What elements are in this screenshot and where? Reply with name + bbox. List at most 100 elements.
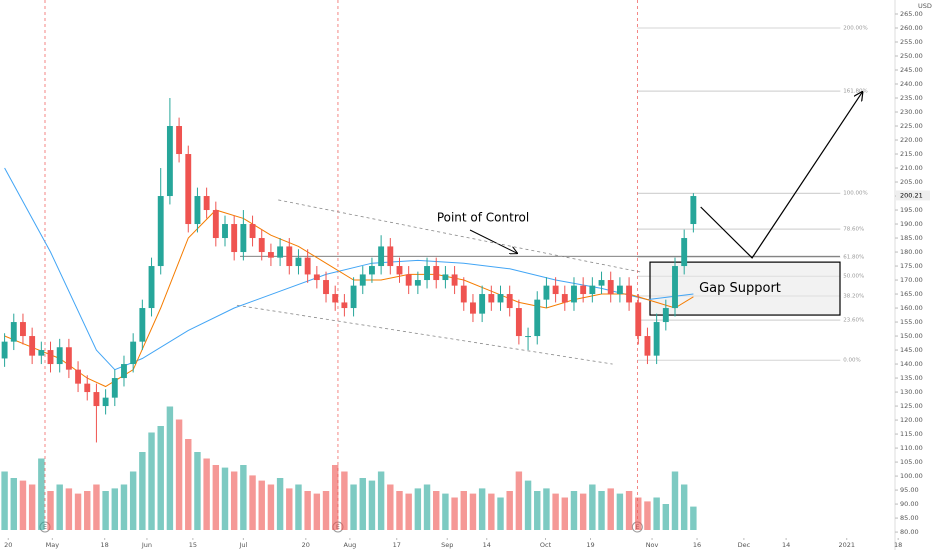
y-tick-label: 220.00 xyxy=(900,136,923,144)
candle-body xyxy=(561,294,568,303)
volume-bar xyxy=(534,491,541,530)
x-tick-label: 14 xyxy=(782,541,790,549)
y-tick-label: 130.00 xyxy=(900,388,923,396)
volume-bar xyxy=(10,478,17,530)
y-tick-label: 95.00 xyxy=(900,486,919,494)
volume-bar xyxy=(635,497,642,530)
candle-body xyxy=(29,336,36,356)
volume-bar xyxy=(690,506,697,530)
y-tick-label: 165.00 xyxy=(900,290,923,298)
volume-bar xyxy=(368,480,376,530)
candle-body xyxy=(148,266,155,309)
x-tick-label: 18 xyxy=(101,541,109,549)
x-tick-label: 20 xyxy=(4,541,12,549)
y-tick-label: 105.00 xyxy=(900,458,923,466)
fib-label: 50.00% xyxy=(843,274,864,280)
y-tick-label: 250.00 xyxy=(900,52,923,60)
volume-bar xyxy=(304,491,311,530)
candle-body xyxy=(488,294,495,303)
volume-bar xyxy=(1,471,8,530)
candle-body xyxy=(313,274,320,281)
candle-body xyxy=(121,364,127,379)
volume-bar xyxy=(313,493,321,530)
volume-bar xyxy=(166,406,174,530)
y-tick-label: 85.00 xyxy=(900,514,919,522)
y-tick-label: 245.00 xyxy=(900,66,923,74)
candle-body xyxy=(93,392,100,407)
candle-body xyxy=(387,246,394,267)
x-tick-label: Jul xyxy=(238,541,247,549)
candle-body xyxy=(424,266,430,281)
volume-bar xyxy=(451,497,458,530)
candle-body xyxy=(75,369,81,384)
y-tick-label: 170.00 xyxy=(900,276,923,284)
candle-body xyxy=(38,350,45,356)
candle-body xyxy=(341,302,348,309)
volume-bar xyxy=(65,488,73,530)
volume-bar xyxy=(598,491,605,530)
y-tick-label: 160.00 xyxy=(900,304,923,312)
volume-bar xyxy=(93,484,100,530)
candle-body xyxy=(534,299,541,337)
candle-body xyxy=(442,274,449,281)
x-tick-label: 17 xyxy=(393,541,401,549)
volume-bar xyxy=(212,465,220,530)
volume-bar xyxy=(111,488,119,530)
y-tick-label: 80.00 xyxy=(900,528,919,536)
x-tick-label: Nov xyxy=(646,541,659,549)
volume-bar xyxy=(295,484,302,530)
candle-body xyxy=(672,266,678,309)
y-tick-label: 155.00 xyxy=(900,318,923,326)
currency: USD xyxy=(918,2,932,10)
y-tick-label: 100.00 xyxy=(900,472,923,480)
volume-bar xyxy=(286,488,293,530)
y-tick-label: 145.00 xyxy=(900,346,923,354)
candle-body xyxy=(497,294,504,303)
volume-bar xyxy=(488,493,495,530)
y-tick-label: 225.00 xyxy=(900,122,923,130)
candle-body xyxy=(240,224,247,253)
y-tick-label: 210.00 xyxy=(900,164,923,172)
candle-body xyxy=(111,378,118,398)
candle-body xyxy=(479,294,486,314)
candle-body xyxy=(295,257,302,267)
volume-bar xyxy=(28,484,36,530)
volume-bar xyxy=(102,491,109,530)
candle-body xyxy=(212,210,219,239)
candle-body xyxy=(635,302,642,337)
volume-bar xyxy=(377,471,385,530)
volume-bar xyxy=(506,491,513,530)
volume-bar xyxy=(322,491,330,530)
y-tick-label: 150.00 xyxy=(900,332,923,340)
candle-body xyxy=(359,274,366,286)
volume-bar xyxy=(148,432,155,530)
candle-body xyxy=(258,238,265,253)
y-tick-label: 240.00 xyxy=(900,80,923,88)
candle-body xyxy=(396,266,403,275)
x-tick-label: Jun xyxy=(141,541,152,549)
volume-bar xyxy=(478,488,486,530)
volume-bar xyxy=(616,493,624,530)
candle-body xyxy=(10,322,17,342)
candle-body xyxy=(378,246,385,267)
candle-body xyxy=(102,397,109,407)
candle-body xyxy=(84,383,91,393)
fib-label: 161.80% xyxy=(843,89,867,95)
fib-label: 0.00% xyxy=(843,358,860,364)
volume-bar xyxy=(396,491,403,530)
candle-body xyxy=(644,336,651,356)
y-tick-label: 90.00 xyxy=(900,500,919,508)
y-tick-label: 235.00 xyxy=(900,94,923,102)
candle-body xyxy=(626,285,633,303)
candle-body xyxy=(1,341,8,359)
volume-bar xyxy=(515,471,523,530)
y-tick-label: 185.00 xyxy=(900,234,923,242)
x-tick-label: 20 xyxy=(302,541,310,549)
candle-body xyxy=(369,266,375,275)
candle-body xyxy=(662,308,669,323)
volume-bar xyxy=(267,484,275,530)
y-tick-label: 230.00 xyxy=(900,108,923,116)
x-tick-label: 15 xyxy=(189,541,197,549)
y-tick-label: 180.00 xyxy=(900,248,923,256)
fib-label: 23.60% xyxy=(843,318,864,324)
